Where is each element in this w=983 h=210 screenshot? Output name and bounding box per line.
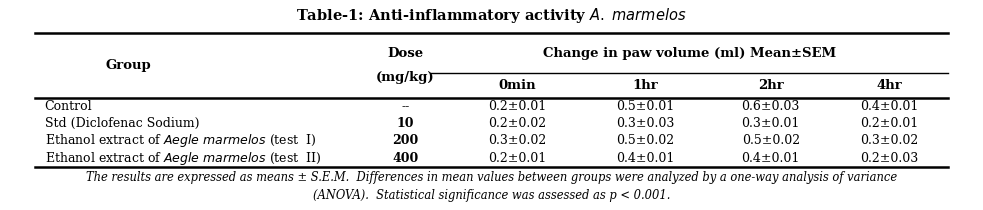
Text: 0.3±0.01: 0.3±0.01	[741, 117, 800, 130]
Text: 4hr: 4hr	[877, 79, 902, 92]
Text: 0.4±0.01: 0.4±0.01	[741, 152, 800, 165]
Text: 1hr: 1hr	[632, 79, 658, 92]
Text: 0.6±0.03: 0.6±0.03	[741, 100, 800, 113]
Text: 0.2±0.02: 0.2±0.02	[488, 117, 547, 130]
Text: Std (Diclofenac Sodium): Std (Diclofenac Sodium)	[44, 117, 200, 130]
Text: (mg/kg): (mg/kg)	[376, 71, 434, 84]
Text: Table-1: Anti-inflammatory activity $\it{A.\ marmelos}$: Table-1: Anti-inflammatory activity $\it…	[296, 7, 687, 25]
Text: The results are expressed as means ± S.E.M.  Differences in mean values between : The results are expressed as means ± S.E…	[86, 171, 897, 202]
Text: 2hr: 2hr	[758, 79, 783, 92]
Text: Dose: Dose	[387, 47, 424, 60]
Text: Group: Group	[105, 59, 151, 72]
Text: Change in paw volume (ml) Mean±SEM: Change in paw volume (ml) Mean±SEM	[543, 47, 836, 60]
Text: 0.5±0.02: 0.5±0.02	[742, 134, 800, 147]
Text: 0.2±0.01: 0.2±0.01	[488, 100, 547, 113]
Text: Control: Control	[44, 100, 92, 113]
Text: --: --	[401, 100, 410, 113]
Text: 200: 200	[392, 134, 419, 147]
Text: 10: 10	[396, 117, 414, 130]
Text: 0.2±0.01: 0.2±0.01	[488, 152, 547, 165]
Text: 0.3±0.02: 0.3±0.02	[488, 134, 547, 147]
Text: 0.4±0.01: 0.4±0.01	[860, 100, 919, 113]
Text: Ethanol extract of $\it{Aegle\ marmelos}$ (test  I): Ethanol extract of $\it{Aegle\ marmelos}…	[44, 132, 317, 149]
Text: 0.3±0.02: 0.3±0.02	[860, 134, 918, 147]
Text: 0.5±0.02: 0.5±0.02	[616, 134, 674, 147]
Text: 400: 400	[392, 152, 419, 165]
Text: 0.5±0.01: 0.5±0.01	[616, 100, 674, 113]
Text: Ethanol extract of $\it{Aegle\ marmelos}$ (test  II): Ethanol extract of $\it{Aegle\ marmelos}…	[44, 150, 321, 167]
Text: 0.2±0.03: 0.2±0.03	[860, 152, 918, 165]
Text: 0.2±0.01: 0.2±0.01	[860, 117, 918, 130]
Text: 0min: 0min	[498, 79, 536, 92]
Text: 0.4±0.01: 0.4±0.01	[616, 152, 674, 165]
Text: 0.3±0.03: 0.3±0.03	[616, 117, 674, 130]
